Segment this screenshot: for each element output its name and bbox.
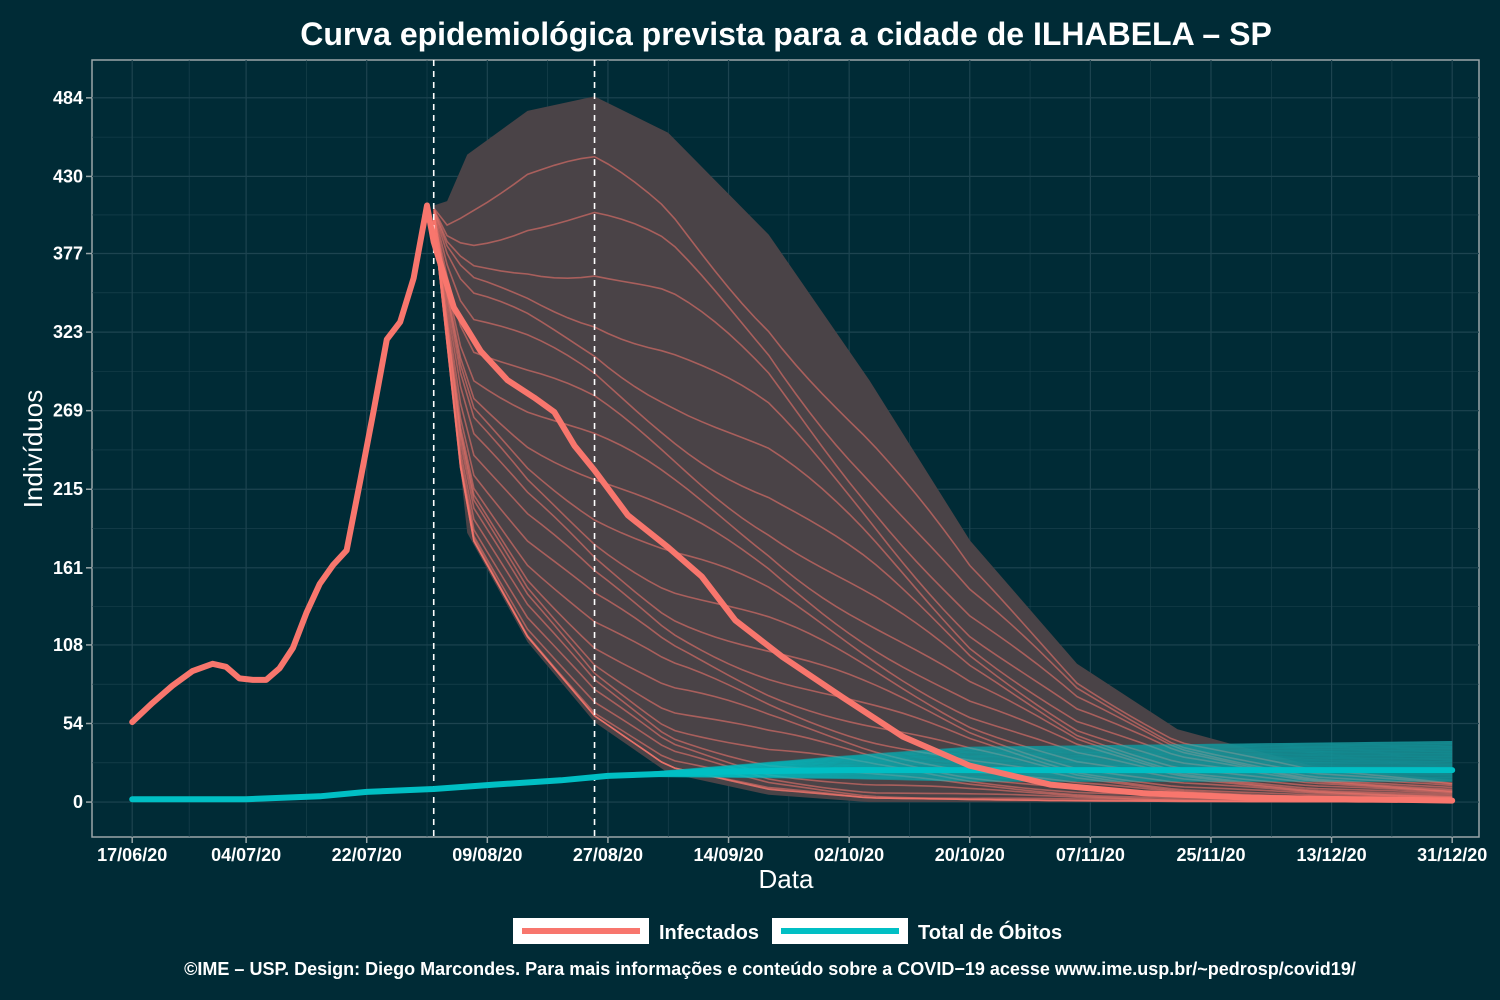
x-tick-label: 25/11/20 [1176, 845, 1245, 865]
x-tick-label: 31/12/20 [1417, 845, 1487, 865]
infected-forecast-band [433, 96, 1453, 803]
footer-credit: ©IME – USP. Design: Diego Marcondes. Par… [184, 959, 1356, 979]
x-tick-label: 14/09/20 [694, 845, 764, 865]
y-axis-title: Indivíduos [18, 390, 48, 509]
y-tick-label: 215 [53, 479, 83, 499]
x-tick-label: 02/10/20 [814, 845, 884, 865]
y-tick-label: 377 [53, 244, 83, 264]
x-axis-title: Data [759, 864, 814, 894]
legend: Infectados Total de Óbitos [513, 918, 1062, 944]
x-tick-label: 13/12/20 [1297, 845, 1367, 865]
y-tick-label: 323 [53, 322, 83, 342]
legend-label-infectados: Infectados [659, 922, 759, 944]
y-tick-label: 54 [63, 714, 83, 734]
x-tick-label: 20/10/20 [935, 845, 1005, 865]
infected-forecast-trajectory [432, 217, 1453, 799]
x-axis-ticks: 17/06/20 04/07/20 22/07/20 09/08/20 27/08/20… [97, 837, 1487, 865]
x-tick-label: 04/07/20 [211, 845, 281, 865]
y-axis-ticks: 0 54 108 161 215 269 323 377 430 484 [53, 88, 92, 812]
infected-median-line [129, 202, 1456, 804]
infected-forecast-trajectory [432, 215, 1453, 798]
infected-forecast-trajectory [432, 213, 1453, 793]
legend-label-obitos: Total de Óbitos [918, 920, 1062, 944]
deaths-median-line [129, 767, 1456, 803]
y-tick-label: 108 [53, 635, 83, 655]
y-tick-label: 269 [53, 401, 83, 421]
series-lines [129, 202, 1456, 804]
deaths-forecast-trajectory [607, 741, 1453, 777]
y-tick-label: 161 [53, 558, 83, 578]
x-tick-label: 22/07/20 [332, 845, 402, 865]
y-tick-label: 0 [73, 792, 83, 812]
x-tick-label: 07/11/20 [1056, 845, 1125, 865]
infected-forecast-trajectory [432, 215, 1453, 797]
infected-forecast-trajectory [432, 216, 1453, 799]
reference-lines [432, 60, 596, 837]
x-tick-label: 27/08/20 [573, 845, 643, 865]
x-tick-label: 09/08/20 [452, 845, 522, 865]
infected-forecast-trajectory [432, 214, 1453, 796]
y-tick-label: 484 [53, 88, 83, 108]
x-tick-label: 17/06/20 [97, 845, 167, 865]
y-tick-label: 430 [53, 166, 83, 186]
chart-title: Curva epidemiológica prevista para a cid… [300, 16, 1272, 52]
